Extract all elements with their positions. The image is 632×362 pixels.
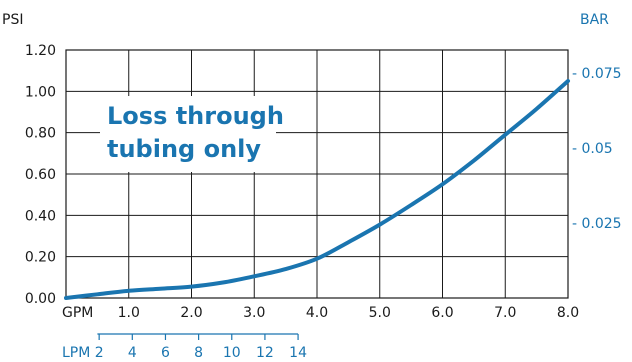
- lpm-tick-label: 6: [161, 345, 170, 361]
- annotation-text: Loss through: [107, 102, 284, 130]
- left-tick-label: 0.60: [25, 167, 56, 183]
- lpm-tick-label: 12: [256, 345, 274, 361]
- left-tick-label: 0.40: [25, 208, 56, 224]
- bottom-tick-label: 2.0: [180, 305, 202, 321]
- left-tick-label: 1.20: [25, 43, 56, 59]
- right-tick-label: - 0.075: [572, 66, 622, 82]
- bottom-tick-label: 8.0: [557, 305, 579, 321]
- annotation-background: [100, 96, 276, 172]
- bottom-tick-label: 1.0: [118, 305, 140, 321]
- right-axis-label: BAR: [580, 12, 609, 28]
- bottom-tick-label: 3.0: [243, 305, 265, 321]
- bottom-axis-label: GPM: [62, 305, 93, 321]
- left-tick-label: 0.00: [25, 291, 56, 307]
- lpm-tick-label: 10: [223, 345, 241, 361]
- plot-frame: [65, 49, 569, 299]
- left-tick-label: 0.80: [25, 126, 56, 142]
- lpm-tick-label: 4: [128, 345, 137, 361]
- series-line: [64, 79, 570, 300]
- right-tick-label: - 0.05: [572, 141, 613, 157]
- bottom-tick-label: 4.0: [306, 305, 328, 321]
- bottom-tick-label: 6.0: [431, 305, 453, 321]
- annotation-text: tubing only: [107, 135, 261, 163]
- lpm-tick-label: 14: [289, 345, 307, 361]
- lpm-tick-label: 8: [194, 345, 203, 361]
- left-tick-label: 0.20: [25, 250, 56, 266]
- right-tick-label: - 0.025: [572, 216, 622, 232]
- left-axis-label: PSI: [2, 12, 23, 28]
- lpm-tick-label: 2: [95, 345, 104, 361]
- bottom-tick-label: 5.0: [369, 305, 391, 321]
- left-tick-label: 1.00: [25, 84, 56, 100]
- lpm-axis-label: LPM: [62, 345, 90, 361]
- bottom-tick-label: 7.0: [494, 305, 516, 321]
